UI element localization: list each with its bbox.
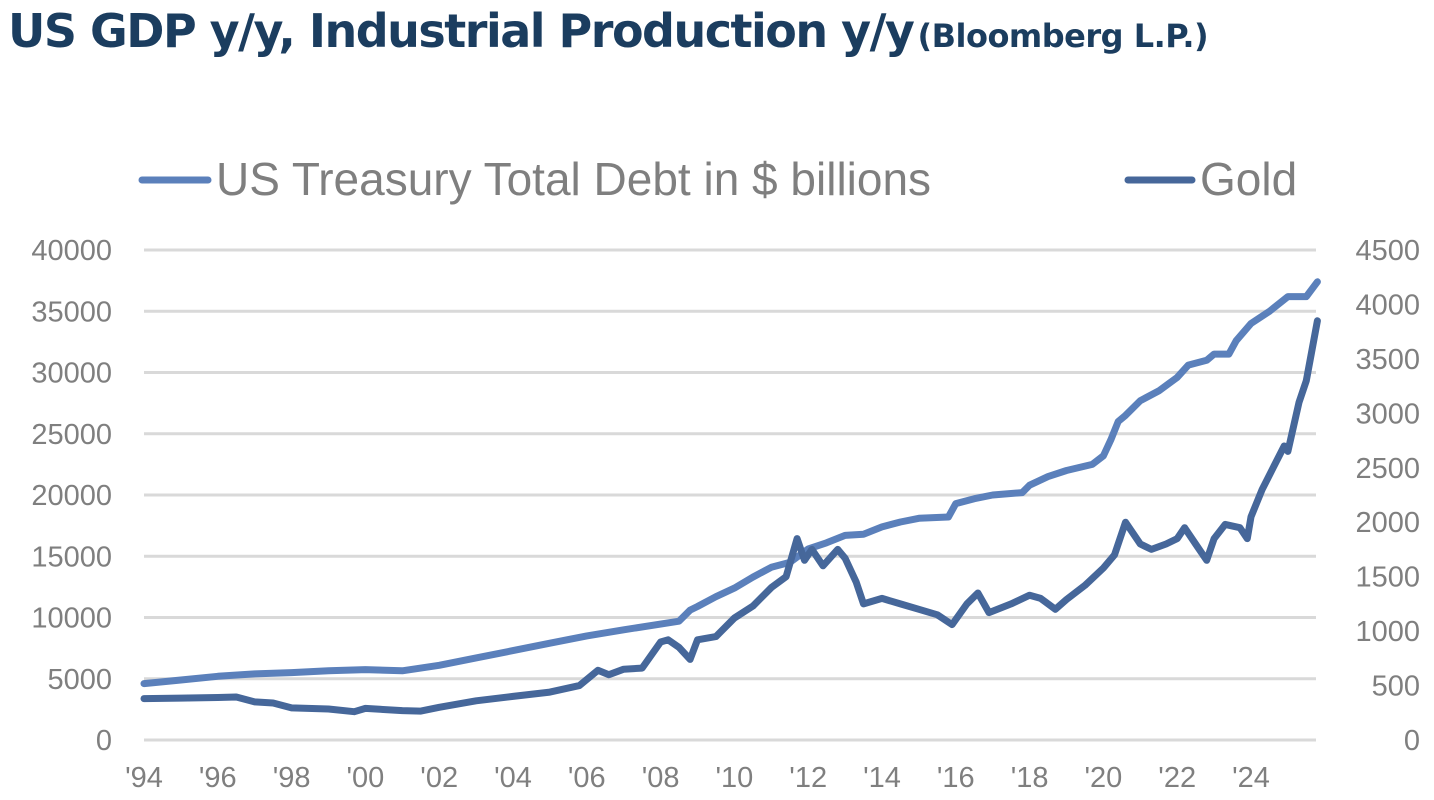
y-right-tick-label: 0	[1404, 725, 1420, 757]
y-axis-left: 0 5000 10000 15000 20000 25000 30000 35000 40000	[31, 235, 112, 757]
series-line-gold	[140, 317, 1321, 716]
y-right-tick-label: 3000	[1355, 398, 1420, 430]
y-left-tick-label: 30000	[31, 358, 112, 390]
y-right-tick-label: 4000	[1355, 289, 1420, 321]
y-left-tick-label: 20000	[31, 480, 112, 512]
x-tick-label: '02	[420, 762, 458, 794]
x-tick-label: '12	[789, 762, 827, 794]
y-left-tick-label: 0	[96, 725, 112, 757]
y-left-tick-label: 10000	[31, 603, 112, 635]
x-tick-label: '24	[1232, 762, 1270, 794]
y-right-tick-label: 2000	[1355, 507, 1420, 539]
x-tick-label: '04	[494, 762, 532, 794]
y-right-tick-label: 3500	[1355, 344, 1420, 376]
legend: US Treasury Total Debt in $ billions Gol…	[138, 153, 1297, 205]
legend-label-debt: US Treasury Total Debt in $ billions	[216, 153, 931, 205]
x-tick-label: '94	[125, 762, 163, 794]
y-left-tick-label: 15000	[31, 541, 112, 573]
x-axis: '94 '96 '98 '00 '02 '04 '06 '08 '10 '12 '14 '16 '18 '…	[125, 762, 1270, 794]
x-tick-label: '00	[347, 762, 385, 794]
chart-title-main: US GDP y/y, Industrial Production y/y	[8, 4, 915, 58]
chart-title-source: (Bloomberg L.P.)	[917, 17, 1209, 55]
y-left-tick-label: 5000	[47, 664, 112, 696]
y-right-tick-label: 1000	[1355, 616, 1420, 648]
x-tick-label: '08	[642, 762, 680, 794]
x-tick-label: '20	[1085, 762, 1123, 794]
chart-title: US GDP y/y, Industrial Production y/y (B…	[8, 4, 1209, 58]
x-tick-label: '14	[863, 762, 901, 794]
gridlines	[144, 248, 1316, 742]
x-tick-label: '96	[199, 762, 237, 794]
y-right-tick-label: 1500	[1355, 562, 1420, 594]
y-left-tick-label: 35000	[31, 296, 112, 328]
y-left-tick-label: 25000	[31, 419, 112, 451]
y-right-tick-label: 4500	[1355, 235, 1420, 267]
x-tick-label: '18	[1011, 762, 1049, 794]
legend-label-gold: Gold	[1200, 153, 1297, 205]
series-lines	[140, 278, 1321, 716]
x-tick-label: '16	[937, 762, 975, 794]
y-axis-right: 0 500 1000 1500 2000 2500 3000 3500 4000 4500	[1355, 235, 1420, 757]
x-tick-label: '06	[568, 762, 606, 794]
y-right-tick-label: 500	[1372, 671, 1420, 703]
series-line-debt	[140, 278, 1321, 688]
y-right-tick-label: 2500	[1355, 453, 1420, 485]
x-tick-label: '98	[273, 762, 311, 794]
x-tick-label: '22	[1158, 762, 1196, 794]
x-tick-label: '10	[716, 762, 754, 794]
y-left-tick-label: 40000	[31, 235, 112, 267]
